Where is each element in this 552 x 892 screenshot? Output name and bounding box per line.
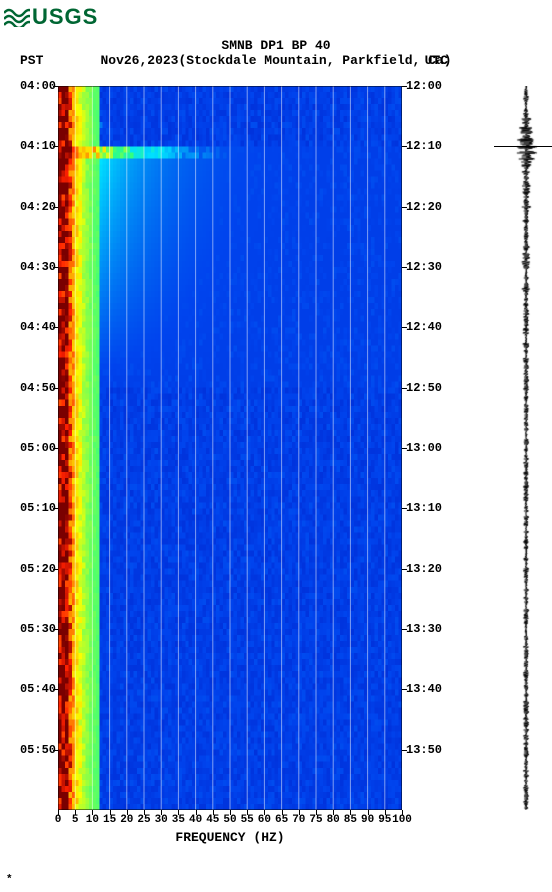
y-right-tick: 12:50 (406, 381, 442, 395)
x-tick: 90 (361, 814, 374, 826)
right-timezone-label: UTC (425, 53, 448, 68)
x-axis-title: FREQUENCY (HZ) (58, 830, 402, 845)
x-tick: 95 (378, 814, 391, 826)
seismogram-canvas (506, 86, 546, 810)
seismogram-trace (506, 86, 546, 810)
x-tick: 85 (344, 814, 357, 826)
y-left-tick: 04:40 (20, 320, 56, 334)
x-tick: 40 (189, 814, 202, 826)
y-left-tick: 04:20 (20, 200, 56, 214)
y-left-tick: 05:30 (20, 622, 56, 636)
y-right-tick: 12:40 (406, 320, 442, 334)
y-left-tick: 05:20 (20, 562, 56, 576)
x-tick: 5 (72, 814, 79, 826)
x-tick: 25 (137, 814, 150, 826)
x-tick: 20 (120, 814, 133, 826)
y-right-tick: 12:30 (406, 260, 442, 274)
x-tick: 70 (292, 814, 305, 826)
x-tick: 45 (206, 814, 219, 826)
y-left-tick: 05:50 (20, 743, 56, 757)
spectrogram-overlay (58, 86, 402, 810)
y-left-tick: 04:10 (20, 139, 56, 153)
wave-icon (4, 7, 30, 27)
x-tick: 75 (309, 814, 322, 826)
left-timezone-label: PST (20, 53, 43, 68)
y-left-tick: 05:40 (20, 682, 56, 696)
chart-title: SMNB DP1 BP 40 (0, 38, 552, 53)
x-tick: 35 (172, 814, 185, 826)
y-right-tick: 13:10 (406, 501, 442, 515)
y-right-tick: 12:00 (406, 79, 442, 93)
x-tick: 80 (327, 814, 340, 826)
x-tick-labels: 0510152025303540455055606570758085909510… (58, 814, 402, 830)
y-left-tick: 04:00 (20, 79, 56, 93)
x-tick: 65 (275, 814, 288, 826)
x-tick: 55 (241, 814, 254, 826)
spectrogram-chart (58, 86, 402, 810)
chart-subtitle: Nov26,2023(Stockdale Mountain, Parkfield… (0, 53, 552, 68)
y-left-tick: 05:10 (20, 501, 56, 515)
y-right-tick: 13:00 (406, 441, 442, 455)
y-left-tick: 05:00 (20, 441, 56, 455)
y-left-tick: 04:50 (20, 381, 56, 395)
footer-mark: * (6, 874, 13, 886)
y-right-tick: 13:50 (406, 743, 442, 757)
x-tick: 0 (55, 814, 62, 826)
x-tick: 15 (103, 814, 116, 826)
x-tick: 30 (155, 814, 168, 826)
y-right-tick: 12:20 (406, 200, 442, 214)
y-right-tick: 13:40 (406, 682, 442, 696)
usgs-logo: USGS (4, 4, 98, 30)
y-right-tick: 12:10 (406, 139, 442, 153)
x-tick: 60 (258, 814, 271, 826)
x-tick: 10 (86, 814, 99, 826)
y-right-tick: 13:20 (406, 562, 442, 576)
seismogram-event-marker (494, 146, 552, 147)
logo-text: USGS (32, 4, 98, 30)
y-right-tick: 13:30 (406, 622, 442, 636)
x-tick: 100 (392, 814, 412, 826)
x-tick: 50 (223, 814, 236, 826)
y-left-tick: 04:30 (20, 260, 56, 274)
